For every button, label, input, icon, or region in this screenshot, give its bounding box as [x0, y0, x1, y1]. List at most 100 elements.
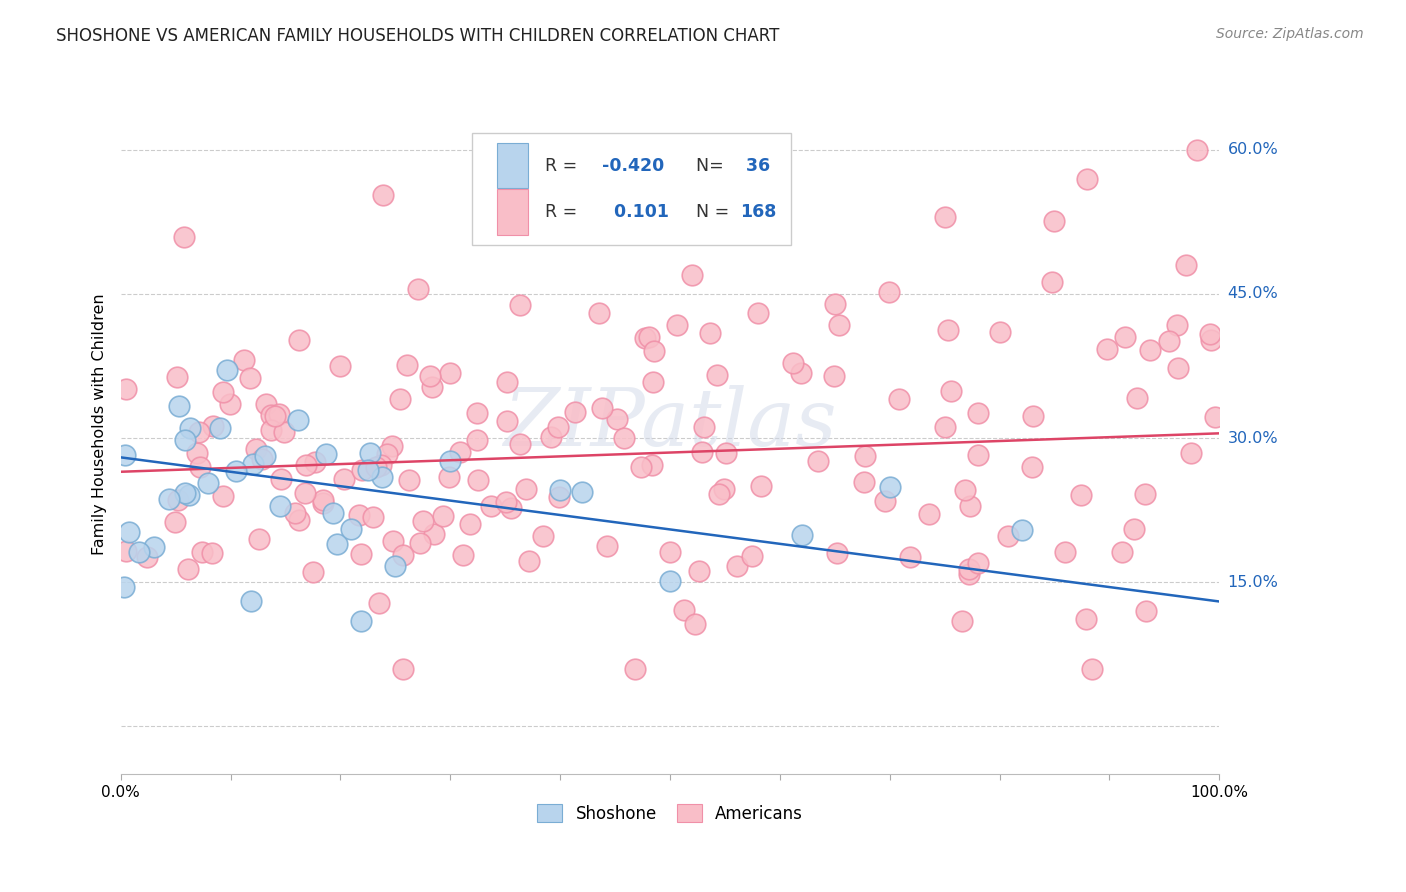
Text: 60.0%: 60.0%: [1227, 143, 1278, 157]
Point: [1076, 612, 1098, 626]
Point: [548, 491, 571, 505]
Point: [853, 449, 876, 463]
Text: 36: 36: [741, 157, 770, 175]
Point: [215, 363, 238, 377]
Point: [699, 326, 721, 340]
Point: [725, 559, 748, 574]
Point: [350, 547, 373, 561]
Point: [967, 448, 990, 462]
Point: [887, 392, 910, 407]
Point: [1166, 318, 1188, 333]
Point: [496, 375, 519, 389]
Point: [1022, 409, 1045, 423]
Point: [825, 546, 848, 560]
Point: [143, 541, 166, 555]
Point: [643, 343, 665, 358]
Point: [240, 594, 263, 608]
Point: [294, 485, 316, 500]
Point: [128, 544, 150, 558]
Point: [449, 445, 471, 459]
Point: [1157, 334, 1180, 348]
Point: [159, 492, 181, 507]
Point: [988, 326, 1011, 340]
Point: [245, 442, 267, 456]
Point: [409, 536, 432, 550]
Point: [114, 448, 136, 462]
Point: [304, 455, 326, 469]
Text: Source: ZipAtlas.com: Source: ZipAtlas.com: [1216, 27, 1364, 41]
Point: [432, 508, 454, 523]
Point: [683, 617, 706, 632]
Point: [349, 508, 371, 522]
Point: [1040, 275, 1063, 289]
Point: [898, 550, 921, 565]
Point: [659, 574, 682, 589]
Point: [167, 399, 190, 413]
Point: [254, 450, 277, 464]
Point: [361, 510, 384, 524]
Point: [1133, 487, 1156, 501]
Point: [633, 331, 655, 345]
Point: [201, 546, 224, 560]
Point: [1122, 522, 1144, 536]
Point: [879, 479, 901, 493]
Point: [547, 420, 569, 434]
Point: [256, 397, 278, 411]
Point: [208, 421, 231, 435]
Point: [531, 529, 554, 543]
Point: [423, 526, 446, 541]
Point: [1011, 523, 1033, 537]
Point: [939, 384, 962, 398]
Point: [540, 430, 562, 444]
Point: [517, 554, 540, 568]
Point: [173, 229, 195, 244]
Point: [571, 485, 593, 500]
Point: [638, 330, 661, 344]
Text: 45.0%: 45.0%: [1227, 286, 1278, 301]
Point: [782, 356, 804, 370]
Point: [747, 306, 769, 320]
Point: [201, 418, 224, 433]
Point: [673, 603, 696, 617]
Point: [135, 550, 157, 565]
Point: [232, 353, 254, 368]
Point: [188, 459, 211, 474]
Point: [187, 425, 209, 439]
Point: [420, 380, 443, 394]
Point: [270, 471, 292, 485]
Point: [453, 549, 475, 563]
Point: [412, 515, 434, 529]
Point: [392, 662, 415, 676]
Point: [613, 431, 636, 445]
Text: 0.101: 0.101: [602, 202, 669, 221]
Text: 168: 168: [741, 202, 776, 221]
Point: [918, 507, 941, 521]
Point: [957, 562, 980, 576]
Point: [713, 482, 735, 496]
Point: [624, 662, 647, 676]
Point: [398, 473, 420, 487]
Point: [643, 375, 665, 389]
Point: [439, 366, 461, 380]
Point: [564, 405, 586, 419]
Point: [267, 407, 290, 421]
Legend: Shoshone, Americans: Shoshone, Americans: [530, 797, 810, 830]
FancyBboxPatch shape: [472, 133, 790, 244]
Point: [693, 420, 716, 434]
Point: [384, 558, 406, 573]
Text: R =: R =: [544, 157, 582, 175]
Point: [391, 549, 413, 563]
Point: [115, 543, 138, 558]
Point: [1180, 446, 1202, 460]
Point: [706, 368, 728, 382]
Point: [389, 392, 412, 407]
Point: [273, 425, 295, 439]
Point: [371, 470, 394, 484]
Point: [260, 423, 283, 437]
Point: [333, 472, 356, 486]
FancyBboxPatch shape: [498, 143, 529, 188]
Point: [288, 513, 311, 527]
Point: [177, 488, 200, 502]
Point: [174, 485, 197, 500]
Point: [179, 420, 201, 434]
